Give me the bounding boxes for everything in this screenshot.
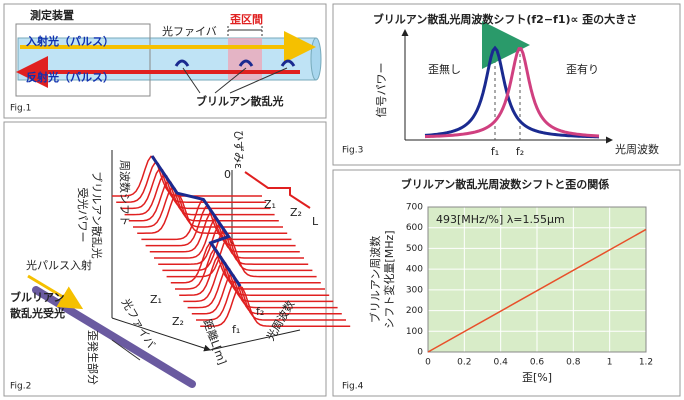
label: 周波数シフト — [118, 160, 131, 226]
label: f₁ — [491, 145, 499, 158]
label: Z₂ — [290, 206, 302, 219]
y-axis-label: シフト変化量[MHz] — [382, 230, 396, 328]
y-tick-label: 700 — [406, 203, 423, 213]
x-tick-label: 1 — [607, 358, 613, 368]
label: 光周波数 — [615, 142, 659, 156]
y-tick-label: 600 — [406, 223, 423, 233]
y-tick-label: 100 — [406, 327, 423, 337]
label: f₁ — [232, 323, 240, 336]
label: 測定装置 — [30, 8, 74, 22]
y-tick-label: 500 — [406, 244, 423, 254]
label: Z₁ — [264, 198, 276, 211]
y-axis-label: ブリルアン周波数 — [368, 236, 382, 324]
label: ブリルアン散乱光 — [196, 94, 284, 108]
label: ブルリアン — [10, 290, 65, 304]
label: 歪区間 — [230, 13, 263, 26]
x-tick-label: 0.2 — [457, 358, 471, 368]
label: Z₁ — [150, 293, 162, 306]
label: 散乱光受光 — [10, 306, 65, 320]
label: L — [312, 215, 319, 228]
label: 歪発生部分 — [86, 330, 100, 385]
label: 光ファイバ — [162, 24, 217, 38]
y-tick-label: 400 — [406, 265, 423, 275]
label: 歪有り — [566, 62, 599, 76]
y-tick-label: 200 — [406, 306, 423, 316]
label: 反射光（パルス） — [26, 70, 114, 84]
label: f₂ — [516, 145, 524, 158]
label: 受光パワー — [76, 188, 90, 243]
y-tick-label: 300 — [406, 285, 423, 295]
label: Z₂ — [172, 315, 184, 328]
fig-label: Fig.1 — [10, 104, 31, 114]
label: 信号パワー — [375, 63, 388, 118]
figure-sheet: 測定装置 入射光（パルス） 反射光（パルス） 光ファイバ 歪区間 ブリルアン散乱… — [0, 0, 684, 400]
annotation: 493[MHz/%] λ=1.55μm — [436, 213, 565, 226]
title: ブリルアン散乱光周波数シフト(f2−f1)∝ 歪の大きさ — [373, 12, 637, 26]
x-tick-label: 0.8 — [566, 358, 581, 368]
fiber-end — [311, 38, 321, 80]
x-axis-label: 歪[%] — [522, 371, 552, 384]
x-tick-label: 0 — [425, 358, 431, 368]
x-tick-label: 0.6 — [530, 358, 545, 368]
label: 光パルス入射 — [26, 258, 92, 272]
fig-label: Fig.2 — [10, 382, 31, 392]
y-tick-label: 0 — [417, 348, 423, 358]
label: ひずみε — [232, 130, 245, 169]
x-tick-label: 0.4 — [494, 358, 509, 368]
label: 0 — [224, 168, 231, 181]
label: 歪無し — [428, 62, 461, 76]
x-tick-label: 1.2 — [639, 358, 653, 368]
fig-label: Fig.4 — [342, 382, 364, 392]
label: 入射光（パルス） — [26, 34, 114, 48]
label: f₂ — [256, 305, 264, 318]
label: ブリルアン散乱光 — [90, 171, 104, 259]
chart-title: ブリルアン散乱光周波数シフトと歪の関係 — [401, 177, 610, 191]
fig-label: Fig.3 — [342, 146, 363, 156]
